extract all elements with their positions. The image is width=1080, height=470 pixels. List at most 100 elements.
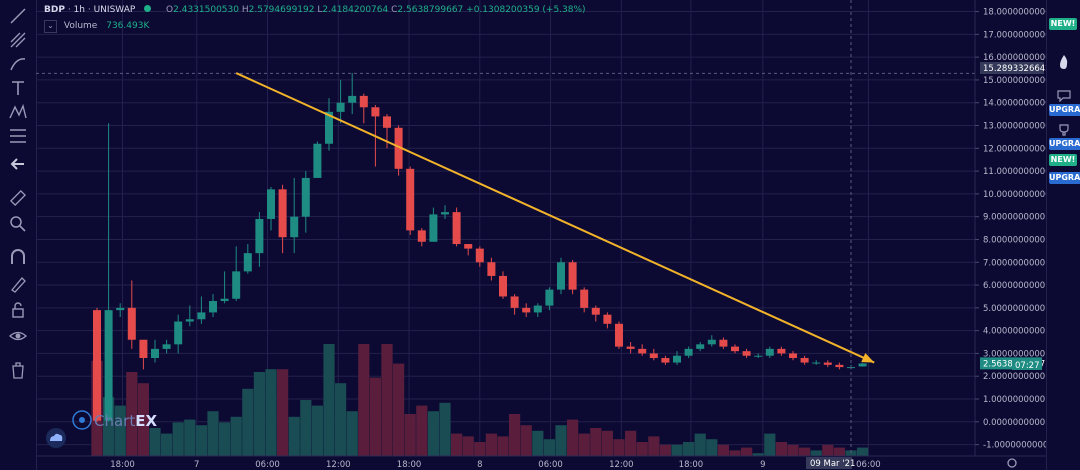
arrow-head-icon xyxy=(861,353,875,363)
candle-body xyxy=(371,107,380,117)
candle-body xyxy=(417,230,426,242)
crosshair-price-text: 15.2893326642 xyxy=(983,64,1046,74)
trend-line[interactable] xyxy=(235,72,875,364)
interval-text[interactable]: 1h xyxy=(73,5,85,15)
candle-body xyxy=(789,353,797,358)
candle-body xyxy=(673,355,681,363)
volume-bar xyxy=(439,402,451,456)
candle-body xyxy=(464,244,473,249)
volume-bar xyxy=(103,397,115,456)
settings-gear[interactable] xyxy=(1007,458,1017,468)
x-tick-label: 18:00 xyxy=(679,460,704,470)
y-tick-label: 12.0000000000 xyxy=(983,144,1046,154)
symbol-text[interactable]: BDP xyxy=(44,5,65,15)
y-tick-label: 15.0000000000 xyxy=(983,76,1046,86)
gear-icon[interactable] xyxy=(1007,458,1017,468)
trash-icon[interactable] xyxy=(8,360,28,380)
time-axis[interactable]: 18:00 7 06:00 12:00 18:00 8 06:00 12:00 18:00 9 06… xyxy=(110,460,880,470)
chartex-logo-dot xyxy=(79,417,85,423)
x-tick-label: 9 xyxy=(760,460,765,470)
x-tick-label: 06:00 xyxy=(856,460,881,470)
volume-bar xyxy=(277,369,289,456)
candle-body xyxy=(812,362,821,364)
badge-upgrade-2[interactable]: UPGRAD xyxy=(1049,138,1080,150)
y-tick-label: 9.0000000000 xyxy=(983,213,1045,223)
volume-bar xyxy=(752,453,764,456)
candle-body xyxy=(638,348,647,354)
badge-new-1[interactable]: NEW! xyxy=(1049,18,1077,30)
pencil-lock-icon[interactable] xyxy=(8,274,28,294)
countdown-text: 07:27 xyxy=(1015,361,1040,371)
candle-body xyxy=(429,214,438,242)
fire-icon[interactable] xyxy=(1056,54,1072,70)
candle-body xyxy=(615,323,623,347)
candle-body xyxy=(127,307,136,340)
badge-new-2[interactable]: NEW! xyxy=(1049,154,1077,166)
candle-body xyxy=(499,275,507,297)
magnet-icon[interactable] xyxy=(8,248,28,268)
candle-body xyxy=(603,314,612,324)
pitchfork-tool-icon[interactable] xyxy=(8,30,28,50)
candle-body xyxy=(325,111,333,144)
cloud-button[interactable] xyxy=(46,428,66,448)
candle-body xyxy=(197,312,206,320)
candle-body xyxy=(487,262,496,276)
candle-body xyxy=(777,348,786,354)
badge-upgrade-1[interactable]: UPGRAD xyxy=(1049,104,1080,116)
y-tick-label: 1.0000000000 xyxy=(983,395,1045,405)
collapse-chevron-icon[interactable]: ⌄ xyxy=(44,20,57,33)
text-tool-icon[interactable] xyxy=(8,78,28,98)
candle-body xyxy=(533,305,542,313)
brush-tool-icon[interactable] xyxy=(8,54,28,74)
volume-bar xyxy=(161,433,173,456)
zoom-in-icon[interactable] xyxy=(8,214,28,234)
volume-bar xyxy=(172,422,184,456)
candle-body xyxy=(742,351,751,356)
volume-bar xyxy=(462,436,474,456)
ohlc-low-value: 2.4184200764 xyxy=(322,5,389,15)
x-tick-label: 7 xyxy=(194,460,199,470)
volume-bar xyxy=(288,416,300,456)
y-tick-label: 0.0000000000 xyxy=(983,418,1045,428)
volume-bar xyxy=(671,444,683,456)
trend-line-arrow[interactable] xyxy=(235,72,875,364)
volume-bar xyxy=(474,442,486,456)
crosshair-time-text: 09 Mar '21 xyxy=(810,459,855,469)
y-tick-label: 3.0000000000 xyxy=(983,349,1045,359)
fib-tool-icon[interactable] xyxy=(8,126,28,146)
crosshair-price-label: 15.2893326642 xyxy=(980,62,1046,74)
chat-icon[interactable] xyxy=(1057,90,1071,102)
volume-bar xyxy=(555,425,567,456)
volume-bar xyxy=(114,405,126,456)
candle-body xyxy=(359,95,368,108)
candle-body xyxy=(557,262,565,290)
ohlc-close-label: C xyxy=(391,5,398,15)
price-axis[interactable]: 18.000000000017.000000000016.00000000001… xyxy=(975,8,1046,451)
candle-body xyxy=(255,218,264,254)
price-chart[interactable]: 18.000000000017.000000000016.00000000001… xyxy=(0,0,1046,470)
y-tick-label: 7.0000000000 xyxy=(983,258,1045,268)
watermark-text-part1: Chart xyxy=(94,412,135,430)
eye-icon[interactable] xyxy=(8,326,28,346)
candle-body xyxy=(313,143,322,178)
ohlc-low-label: L xyxy=(317,5,323,15)
watermark: ChartEX xyxy=(72,410,157,430)
ohlc-high-label: H xyxy=(241,5,249,15)
volume-bar xyxy=(358,344,370,456)
candle-body xyxy=(522,307,531,313)
trophy-icon[interactable] xyxy=(1057,124,1071,136)
pattern-tool-icon[interactable] xyxy=(8,102,28,122)
lock-icon[interactable] xyxy=(8,300,28,320)
x-tick-label: 12:00 xyxy=(326,460,351,470)
separator-dot-2: · xyxy=(87,5,94,15)
trend-line-tool-icon[interactable] xyxy=(8,6,28,26)
back-arrow-icon[interactable] xyxy=(8,154,28,174)
candle-body xyxy=(568,262,577,290)
ruler-icon[interactable] xyxy=(8,188,28,208)
badge-upgrade-3[interactable]: UPGRAD xyxy=(1049,172,1080,184)
live-dot-icon xyxy=(144,5,152,12)
volume-label: Volume xyxy=(63,21,98,31)
volume-bar xyxy=(764,433,776,456)
separator-dot: · xyxy=(67,5,74,15)
volume-bar xyxy=(857,447,869,456)
